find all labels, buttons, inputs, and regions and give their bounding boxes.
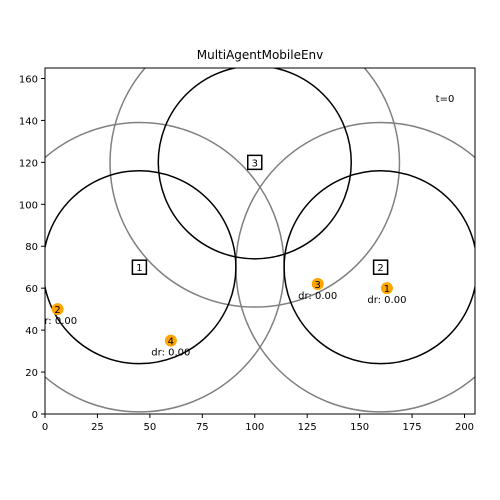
chart-title: MultiAgentMobileEnv — [197, 48, 324, 62]
y-tick-label: 160 — [19, 74, 38, 85]
user-1: 1dr: 0.00 — [367, 282, 406, 306]
y-tick-label: 120 — [19, 158, 38, 169]
x-tick-label: 50 — [144, 422, 157, 433]
user-datarate-label: dr: 0.00 — [38, 316, 77, 327]
user-3: 3dr: 0.00 — [298, 278, 337, 302]
x-tick-label: 150 — [350, 422, 369, 433]
base-station-1: 1 — [132, 260, 146, 274]
base-station-label: 3 — [252, 158, 258, 169]
plot-frame — [45, 68, 475, 414]
base-station-3: 3 — [248, 155, 262, 169]
time-label: t=0 — [436, 94, 455, 105]
user-2: 2dr: 0.00 — [38, 303, 77, 327]
x-tick-label: 100 — [245, 422, 264, 433]
base-station-label: 2 — [377, 263, 383, 274]
x-tick-label: 175 — [403, 422, 422, 433]
outer-range-circle-2 — [236, 123, 500, 412]
axes: 0 25 50 75 100 125 150 175 200 0 20 40 60 80 100 120 140… — [19, 74, 474, 433]
y-tick-label: 140 — [19, 116, 38, 127]
y-tick-label: 60 — [25, 284, 38, 295]
user-id-label: 3 — [314, 280, 320, 291]
y-tick-label: 80 — [25, 242, 38, 253]
x-tick-label: 25 — [91, 422, 104, 433]
x-tick-label: 75 — [196, 422, 209, 433]
user-datarate-label: dr: 0.00 — [151, 348, 190, 359]
user-id-label: 2 — [54, 305, 60, 316]
base-station-2: 2 — [374, 260, 388, 274]
user-id-label: 4 — [168, 337, 174, 348]
user-datarate-label: dr: 0.00 — [367, 295, 406, 306]
base-station-label: 1 — [136, 263, 142, 274]
y-tick-label: 20 — [25, 368, 38, 379]
y-tick-label: 100 — [19, 200, 38, 211]
x-tick-label: 0 — [42, 422, 48, 433]
user-id-label: 1 — [384, 284, 390, 295]
user-4: 4dr: 0.00 — [151, 335, 190, 359]
y-tick-label: 40 — [25, 326, 38, 337]
x-tick-label: 200 — [455, 422, 474, 433]
user-datarate-label: dr: 0.00 — [298, 291, 337, 302]
x-tick-label: 125 — [298, 422, 317, 433]
y-tick-label: 0 — [32, 410, 38, 421]
